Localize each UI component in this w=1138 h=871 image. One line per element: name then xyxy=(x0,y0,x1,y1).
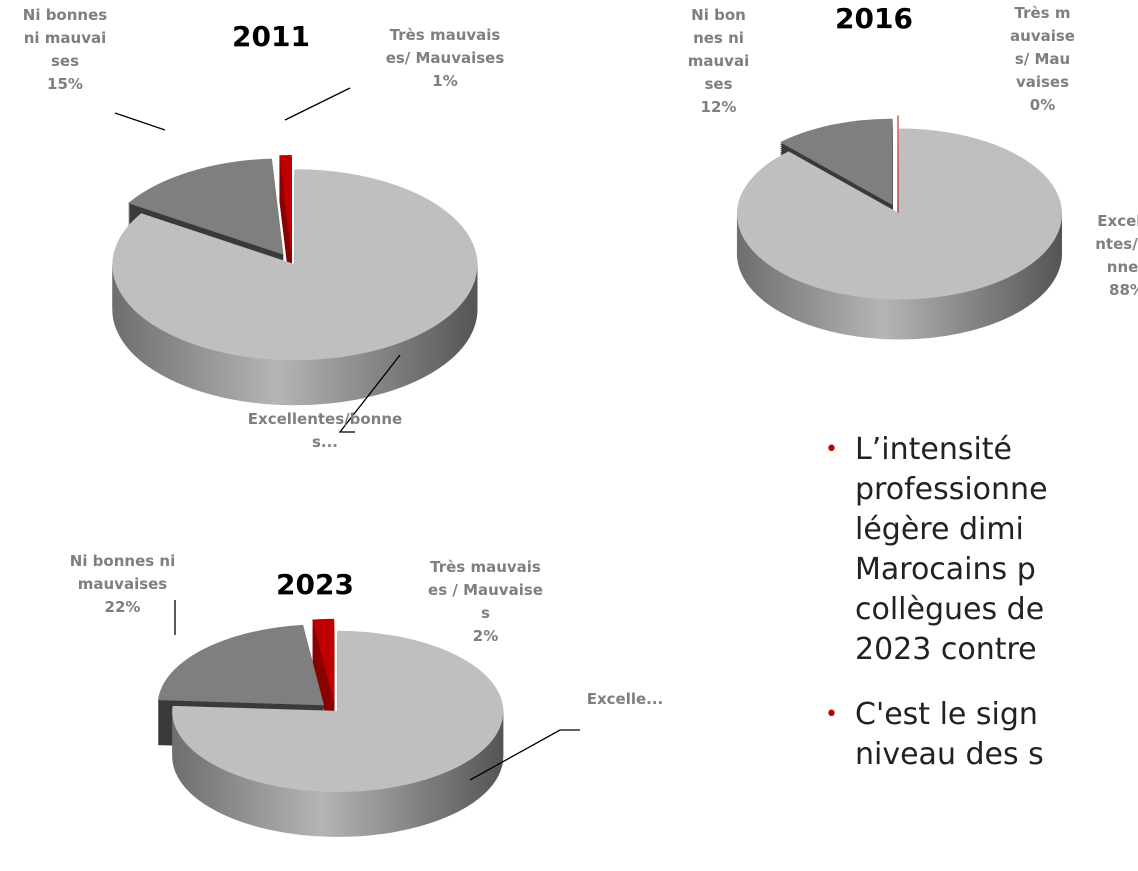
category-label: Très mauvaises/ Mauvaises xyxy=(1010,4,1075,91)
data-label: Ni bonnes ni mauvaises 12% xyxy=(686,4,751,119)
data-label: Excellentes/bonnes 88% xyxy=(1092,210,1138,302)
slice xyxy=(158,624,324,706)
data-label: Excelle... xyxy=(570,688,680,711)
data-label: Excellentes/bonnes... xyxy=(240,408,410,454)
value-label: 2% xyxy=(472,627,499,645)
category-label: Ni bonnes ni mauvaises xyxy=(22,6,108,70)
chart-title: 2023 xyxy=(276,568,354,601)
data-label: Très mauvaises/ Mauvaises 0% xyxy=(1010,2,1075,117)
text-line: professionne xyxy=(855,472,1048,507)
value-label: 88% xyxy=(1109,281,1138,299)
slice xyxy=(112,169,478,361)
category-label: Très mauvaises / Mauvaises xyxy=(428,558,543,622)
leader-line xyxy=(469,729,580,781)
slice xyxy=(780,118,893,206)
text-line: C'est le sign xyxy=(855,697,1038,732)
chart-title: 2011 xyxy=(232,20,310,53)
text-line: collègues de xyxy=(855,592,1045,627)
category-label: Excellentes/bonnes... xyxy=(247,410,403,451)
chart-title: 2016 xyxy=(835,2,913,35)
value-label: 12% xyxy=(700,98,737,116)
slice xyxy=(312,618,335,700)
value-label: 0% xyxy=(1029,96,1056,114)
bullet: • xyxy=(825,702,838,727)
leader-line xyxy=(338,354,401,433)
text-line: 2023 contre xyxy=(855,632,1037,667)
bullet-paragraph: • L’intensité professionne légère dimi Maroc… xyxy=(825,430,1048,670)
text-line: L’intensité xyxy=(855,432,1013,467)
value-label: 22% xyxy=(104,598,141,616)
category-label: Ni bonnes ni mauvaises xyxy=(69,552,176,593)
slice xyxy=(737,128,1062,300)
pie-chart xyxy=(158,600,580,837)
slice xyxy=(279,155,292,251)
leader-line xyxy=(114,112,166,131)
text-line: légère dimi xyxy=(855,512,1024,547)
slice xyxy=(172,630,504,792)
pie-chart xyxy=(112,87,478,433)
leader-line xyxy=(284,87,351,121)
value-label: 1% xyxy=(432,72,458,90)
category-label: Excelle... xyxy=(586,690,664,708)
data-label: Très mauvaises/ Mauvaises 1% xyxy=(385,24,505,93)
pie-chart xyxy=(737,115,1062,340)
text-line: Marocains p xyxy=(855,552,1036,587)
data-label: Très mauvaises / Mauvaises 2% xyxy=(428,556,543,648)
slice xyxy=(128,158,284,255)
category-label: Très mauvaises/ Mauvaises xyxy=(385,26,505,67)
data-label: Ni bonnes ni mauvaises 22% xyxy=(60,550,185,619)
category-label: Excellentes/bonnes xyxy=(1095,212,1138,276)
bullet: • xyxy=(825,437,838,462)
value-label: 15% xyxy=(47,75,83,93)
bullet-paragraph: • C'est le sign niveau des s xyxy=(825,695,1044,775)
text-line: niveau des s xyxy=(855,737,1044,772)
data-label: Ni bonnes ni mauvaises 15% xyxy=(20,4,110,96)
category-label: Ni bonnes ni mauvaises xyxy=(687,6,750,93)
